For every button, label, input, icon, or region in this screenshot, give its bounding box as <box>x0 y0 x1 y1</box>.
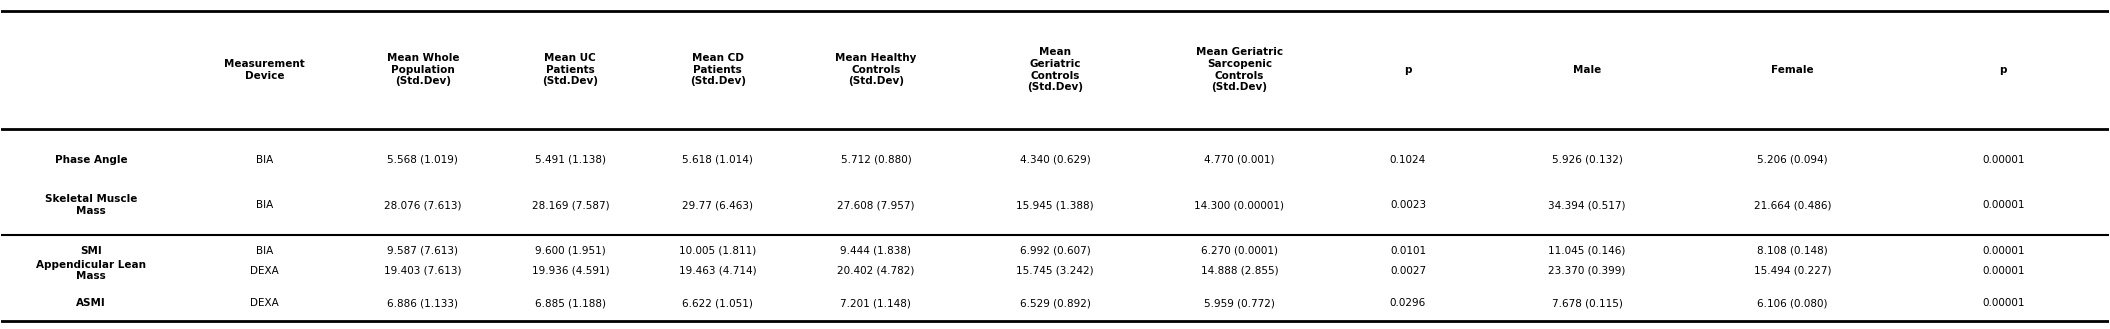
Text: 11.045 (0.146): 11.045 (0.146) <box>1549 246 1627 256</box>
Text: Measurement
Device: Measurement Device <box>224 59 306 81</box>
Text: p: p <box>2000 65 2007 75</box>
Text: 0.0023: 0.0023 <box>1390 200 1426 210</box>
Text: 9.600 (1.951): 9.600 (1.951) <box>536 246 606 256</box>
Text: 4.770 (0.001): 4.770 (0.001) <box>1205 155 1274 164</box>
Text: 14.300 (0.00001): 14.300 (0.00001) <box>1194 200 1285 210</box>
Text: 5.959 (0.772): 5.959 (0.772) <box>1205 298 1274 308</box>
Text: Mean
Geriatric
Controls
(Std.Dev): Mean Geriatric Controls (Std.Dev) <box>1028 47 1082 92</box>
Text: 6.270 (0.0001): 6.270 (0.0001) <box>1201 246 1279 256</box>
Text: DEXA: DEXA <box>251 266 279 275</box>
Text: Mean CD
Patients
(Std.Dev): Mean CD Patients (Std.Dev) <box>690 53 745 87</box>
Text: 5.712 (0.880): 5.712 (0.880) <box>840 155 912 164</box>
Text: 14.888 (2.855): 14.888 (2.855) <box>1201 266 1279 275</box>
Text: 0.00001: 0.00001 <box>1981 266 2023 275</box>
Text: 6.992 (0.607): 6.992 (0.607) <box>1019 246 1091 256</box>
Text: 19.403 (7.613): 19.403 (7.613) <box>384 266 462 275</box>
Text: 0.00001: 0.00001 <box>1981 155 2023 164</box>
Text: 0.0296: 0.0296 <box>1390 298 1426 308</box>
Text: 5.206 (0.094): 5.206 (0.094) <box>1758 155 1827 164</box>
Text: 27.608 (7.957): 27.608 (7.957) <box>838 200 914 210</box>
Text: 5.926 (0.132): 5.926 (0.132) <box>1551 155 1623 164</box>
Text: BIA: BIA <box>255 155 274 164</box>
Text: BIA: BIA <box>255 200 274 210</box>
Text: 6.885 (1.188): 6.885 (1.188) <box>534 298 606 308</box>
Text: 6.886 (1.133): 6.886 (1.133) <box>388 298 458 308</box>
Text: 15.745 (3.242): 15.745 (3.242) <box>1017 266 1093 275</box>
Text: 34.394 (0.517): 34.394 (0.517) <box>1549 200 1627 210</box>
Text: 28.076 (7.613): 28.076 (7.613) <box>384 200 462 210</box>
Text: 10.005 (1.811): 10.005 (1.811) <box>679 246 757 256</box>
Text: 0.0027: 0.0027 <box>1390 266 1426 275</box>
Text: 5.491 (1.138): 5.491 (1.138) <box>534 155 606 164</box>
Text: p: p <box>1405 65 1412 75</box>
Text: 21.664 (0.486): 21.664 (0.486) <box>1753 200 1831 210</box>
Text: 0.00001: 0.00001 <box>1981 298 2023 308</box>
Text: 7.201 (1.148): 7.201 (1.148) <box>840 298 912 308</box>
Text: 6.622 (1.051): 6.622 (1.051) <box>682 298 753 308</box>
Text: 23.370 (0.399): 23.370 (0.399) <box>1549 266 1627 275</box>
Text: 19.936 (4.591): 19.936 (4.591) <box>532 266 610 275</box>
Text: 9.444 (1.838): 9.444 (1.838) <box>840 246 912 256</box>
Text: 6.529 (0.892): 6.529 (0.892) <box>1019 298 1091 308</box>
Text: Mean Geriatric
Sarcopenic
Controls
(Std.Dev): Mean Geriatric Sarcopenic Controls (Std.… <box>1196 47 1283 92</box>
Text: 5.568 (1.019): 5.568 (1.019) <box>388 155 458 164</box>
Text: Male: Male <box>1572 65 1601 75</box>
Text: 15.494 (0.227): 15.494 (0.227) <box>1753 266 1831 275</box>
Text: Skeletal Muscle
Mass: Skeletal Muscle Mass <box>44 194 137 216</box>
Text: 19.463 (4.714): 19.463 (4.714) <box>679 266 757 275</box>
Text: SMI: SMI <box>80 246 101 256</box>
Text: Mean Whole
Population
(Std.Dev): Mean Whole Population (Std.Dev) <box>386 53 460 87</box>
Text: DEXA: DEXA <box>251 298 279 308</box>
Text: Appendicular Lean
Mass: Appendicular Lean Mass <box>36 260 146 281</box>
Text: 8.108 (0.148): 8.108 (0.148) <box>1758 246 1827 256</box>
Text: 4.340 (0.629): 4.340 (0.629) <box>1019 155 1091 164</box>
Text: 7.678 (0.115): 7.678 (0.115) <box>1551 298 1623 308</box>
Text: 5.618 (1.014): 5.618 (1.014) <box>682 155 753 164</box>
Text: ASMI: ASMI <box>76 298 106 308</box>
Text: 28.169 (7.587): 28.169 (7.587) <box>532 200 610 210</box>
Text: 0.00001: 0.00001 <box>1981 200 2023 210</box>
Text: 0.0101: 0.0101 <box>1390 246 1426 256</box>
Text: 29.77 (6.463): 29.77 (6.463) <box>682 200 753 210</box>
Text: Female: Female <box>1770 65 1815 75</box>
Text: BIA: BIA <box>255 246 274 256</box>
Text: 6.106 (0.080): 6.106 (0.080) <box>1758 298 1827 308</box>
Text: Mean Healthy
Controls
(Std.Dev): Mean Healthy Controls (Std.Dev) <box>836 53 916 87</box>
Text: Phase Angle: Phase Angle <box>55 155 127 164</box>
Text: 20.402 (4.782): 20.402 (4.782) <box>838 266 914 275</box>
Text: 0.1024: 0.1024 <box>1390 155 1426 164</box>
Text: 0.00001: 0.00001 <box>1981 246 2023 256</box>
Text: Mean UC
Patients
(Std.Dev): Mean UC Patients (Std.Dev) <box>542 53 599 87</box>
Text: 15.945 (1.388): 15.945 (1.388) <box>1017 200 1093 210</box>
Text: 9.587 (7.613): 9.587 (7.613) <box>388 246 458 256</box>
